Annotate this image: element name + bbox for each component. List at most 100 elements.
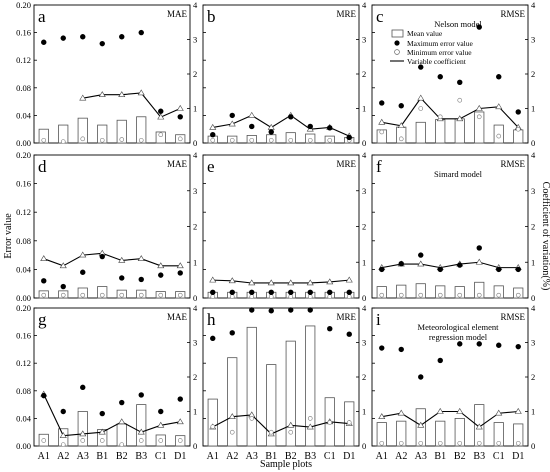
cv-point <box>475 258 483 265</box>
min-point <box>80 438 86 443</box>
x-tick-label: A3 <box>415 451 427 462</box>
max-point <box>99 40 105 47</box>
y2-tick-label: 4 <box>362 0 367 10</box>
max-point <box>119 399 125 406</box>
bar-mean <box>227 357 238 447</box>
cv-point <box>456 407 464 414</box>
max-point <box>268 289 274 295</box>
min-point <box>496 133 502 139</box>
bar-mean <box>136 404 147 447</box>
cv-point <box>59 432 67 438</box>
bar-mean <box>513 423 524 447</box>
min-point <box>80 136 86 142</box>
min-point <box>418 106 424 111</box>
x-tick-label: B1 <box>96 451 108 462</box>
max-point <box>288 289 294 295</box>
max-point <box>80 384 86 391</box>
y-tick-label: 0.08 <box>16 386 31 396</box>
min-point <box>437 440 443 446</box>
max-point <box>41 278 47 284</box>
y-tick-label: 0.04 <box>16 110 32 120</box>
x-tick-label: A3 <box>246 451 258 462</box>
bar-mean <box>396 420 407 447</box>
x-tick-label: B3 <box>473 451 485 462</box>
y2-tick-label: 1 <box>362 104 366 114</box>
max-point <box>457 341 463 347</box>
y2-tick-label: 2 <box>362 69 366 79</box>
min-point <box>177 438 183 443</box>
panel-letter: f <box>376 157 382 176</box>
cv-point <box>40 255 48 261</box>
max-point <box>437 266 443 273</box>
x-tick-label: A2 <box>395 451 407 462</box>
bar-mean <box>266 364 277 447</box>
y2-tick-label: 1 <box>193 257 197 267</box>
max-point <box>249 289 255 295</box>
min-point <box>268 429 274 435</box>
x-tick-label: C1 <box>155 451 167 462</box>
bar-mean <box>435 119 446 144</box>
y2-tick-label: 2 <box>531 372 535 382</box>
bar-mean <box>97 124 108 144</box>
max-point <box>327 326 333 332</box>
max-point <box>138 29 144 36</box>
min-point <box>177 292 183 298</box>
panel-letter: e <box>207 157 215 176</box>
min-point <box>138 292 144 298</box>
min-point <box>268 137 274 143</box>
min-point <box>119 292 125 298</box>
y-tick-label: 0.20 <box>16 150 31 160</box>
bar-mean <box>246 326 257 447</box>
cv-line <box>381 261 519 269</box>
max-point <box>60 35 66 41</box>
cv-point <box>287 421 295 428</box>
min-point <box>307 416 313 421</box>
panel-a: 0.00 0.04 0.08 0.12 0.16 0.20 0 1 2 3 4 a MAE <box>16 0 198 148</box>
x-tick-label: B2 <box>116 451 128 462</box>
max-point <box>288 307 294 313</box>
max-point <box>398 346 404 353</box>
x-tick-label: B1 <box>434 451 446 462</box>
y-tick-label: 0.12 <box>16 207 31 217</box>
y-tick-label: 0.12 <box>16 55 31 65</box>
y-tick-label: 0.16 <box>16 331 31 341</box>
cv-point <box>176 104 184 111</box>
cv-point <box>456 115 464 122</box>
max-point <box>418 374 424 380</box>
cv-point <box>228 120 236 127</box>
legend-mean-label: Mean value <box>407 29 443 38</box>
panel-d: 0.00 0.04 0.08 0.12 0.16 0.20 0 1 2 3 4 d MAE <box>16 150 198 303</box>
min-point <box>327 420 333 425</box>
min-point <box>327 294 333 299</box>
max-point <box>327 289 333 295</box>
metric-label: MAE <box>167 312 188 322</box>
bar-mean <box>474 111 485 144</box>
y-tick-label: 0.16 <box>16 179 31 189</box>
panel-letter: d <box>38 157 47 176</box>
max-point <box>177 396 183 402</box>
min-point <box>398 440 404 446</box>
cv-point <box>475 423 483 430</box>
cv-point <box>248 111 256 118</box>
max-point <box>346 134 352 141</box>
cv-point <box>79 430 87 437</box>
panel-g: 0.00 0.04 0.08 0.12 0.16 0.20 0 1 2 3 4 A1 A2 A3 B1 B2 B… <box>16 303 198 462</box>
cv-line <box>82 92 181 118</box>
max-point <box>229 330 235 336</box>
bar-mean <box>454 286 465 299</box>
x-tick-label: A1 <box>38 451 50 462</box>
metric-label: RMSE <box>500 9 525 19</box>
bar-mean <box>396 284 407 299</box>
bar-mean <box>285 132 296 144</box>
cv-point <box>345 276 353 283</box>
cv-point <box>157 421 165 428</box>
y-tick-label: 0.00 <box>16 138 31 148</box>
cv-point <box>209 123 217 130</box>
cv-point <box>209 276 217 283</box>
cv-point <box>157 113 165 120</box>
bar-mean <box>77 411 88 447</box>
model-label: Meteorological element <box>418 322 500 332</box>
cv-point <box>118 91 126 97</box>
cv-point <box>248 279 256 286</box>
